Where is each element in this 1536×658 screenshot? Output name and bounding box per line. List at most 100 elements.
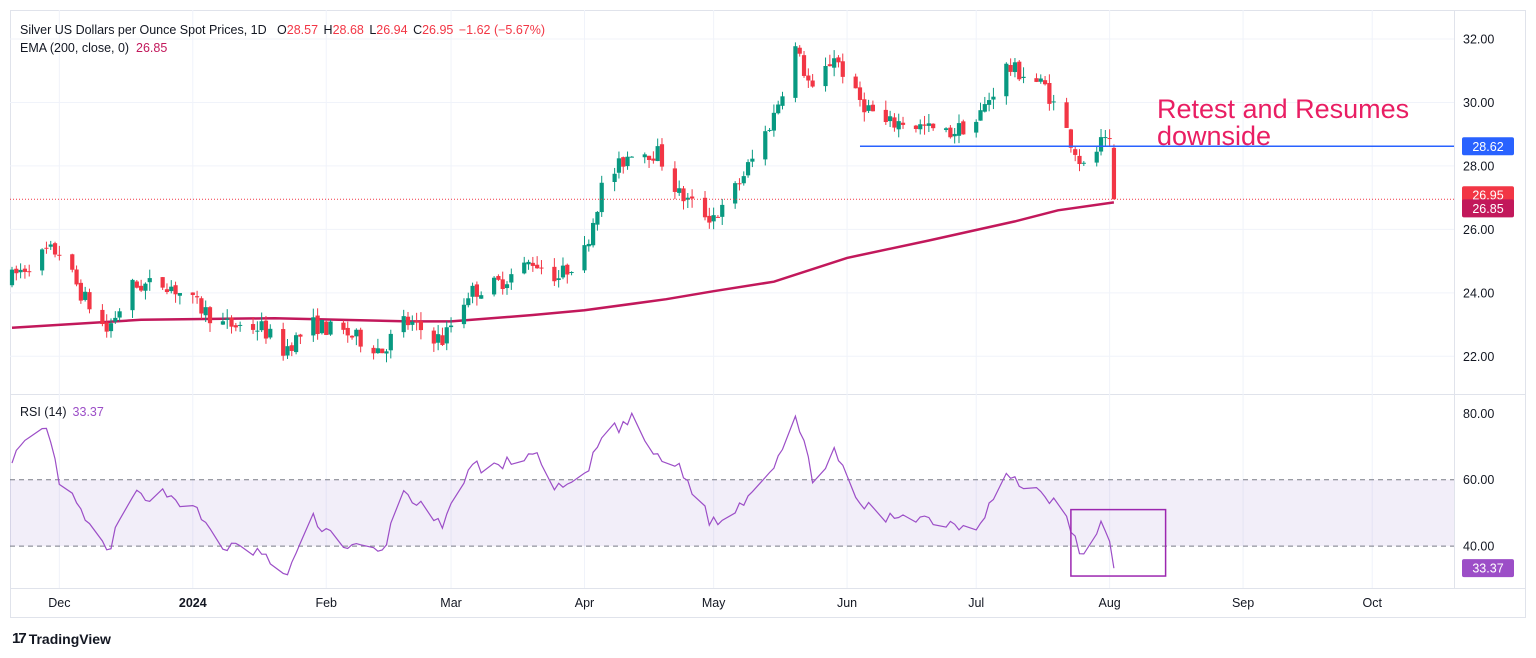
candle-body — [552, 266, 557, 282]
candle-body — [642, 154, 647, 158]
candle-body — [1081, 162, 1086, 164]
candle-body — [388, 333, 393, 351]
candle-body — [108, 323, 114, 332]
candle-body — [18, 269, 23, 273]
candle-body — [672, 168, 677, 192]
rsi-line — [11, 411, 1115, 576]
candle-body — [616, 158, 622, 173]
time-tick-label: Dec — [48, 596, 70, 610]
candle-body — [1008, 65, 1013, 72]
candle-body — [238, 324, 243, 326]
candle-body — [1094, 151, 1099, 163]
rsi-band-layer — [10, 479, 1454, 547]
rsi-band — [10, 479, 1454, 547]
candle-body — [173, 285, 178, 295]
candle-body — [44, 247, 49, 249]
grid-layer — [10, 10, 1454, 588]
candle-body — [1098, 137, 1104, 152]
candle-body — [177, 293, 182, 296]
candle-body — [293, 335, 299, 353]
rsi-tag: 33.37 — [1472, 562, 1503, 576]
tradingview-brand[interactable]: 17 TradingView — [12, 630, 111, 647]
candle-body — [160, 277, 165, 288]
candle-body — [776, 104, 781, 114]
candle-body — [436, 334, 441, 343]
candle-body — [268, 328, 273, 338]
candle-body — [207, 307, 213, 324]
candle-body — [832, 58, 837, 68]
legend-low: 26.94 — [376, 23, 408, 37]
candle-body — [586, 243, 591, 247]
ema-legend: EMA (200, close, 0) 26.85 — [20, 41, 167, 55]
time-tick-label: Apr — [575, 596, 594, 610]
candle-body — [767, 129, 772, 131]
candle-body — [461, 304, 467, 325]
candle-body — [298, 334, 303, 337]
time-tick-label: Sep — [1232, 596, 1254, 610]
candle-layer — [9, 42, 1117, 363]
rsi-value: 33.37 — [72, 405, 104, 419]
candle-body — [853, 76, 858, 89]
ema-tag-bg — [1462, 199, 1514, 218]
candle-body — [702, 197, 708, 218]
legend-high: 28.68 — [332, 23, 364, 37]
candle-body — [1012, 62, 1018, 73]
brand-name: TradingView — [28, 630, 111, 647]
candle-body — [250, 324, 256, 330]
rsi-tag-bg — [1462, 559, 1514, 578]
candle-body — [560, 265, 566, 278]
candle-body — [655, 146, 660, 162]
candle-body — [892, 117, 897, 128]
candle-body — [27, 271, 32, 273]
chart-annotation: Retest and Resumes downside — [1157, 94, 1410, 151]
candle-body — [918, 124, 923, 130]
overlay-layer — [10, 145, 1454, 200]
candle-body — [569, 272, 574, 274]
time-tick-label: Feb — [315, 596, 337, 610]
candle-body — [900, 122, 906, 125]
candle-body — [1064, 102, 1069, 128]
candle-body — [1047, 82, 1052, 104]
candle-body — [371, 347, 376, 354]
candle-body — [943, 128, 949, 130]
candle-body — [1077, 155, 1082, 165]
candle-body — [169, 286, 174, 292]
legend-title: Silver US Dollars per Ounce Spot Prices,… — [20, 23, 267, 37]
candle-body — [78, 282, 83, 301]
candle-body — [384, 351, 389, 354]
candle-body — [500, 279, 505, 289]
candle-body — [57, 254, 62, 256]
axis-layer: 32.00 30.00 28.00 26.00 24.00 22.00 Dec 2024 Feb… — [48, 33, 1514, 610]
candle-body — [522, 262, 527, 274]
candle-body — [1073, 149, 1078, 155]
candle-body — [535, 264, 540, 269]
candle-body — [961, 121, 966, 135]
candle-body — [711, 215, 716, 222]
time-tick-label: May — [702, 596, 726, 610]
candle-body — [750, 158, 755, 162]
candle-body — [810, 80, 815, 87]
price-tick-label: 22.00 — [1463, 350, 1494, 364]
candle-body — [496, 276, 501, 280]
candle-body — [40, 249, 45, 271]
candle-body — [83, 291, 88, 300]
time-tick-label: Aug — [1099, 596, 1121, 610]
candle-body — [14, 268, 19, 274]
legend-close: 26.95 — [422, 23, 454, 37]
candle-body — [285, 346, 290, 356]
resistance-tag-bg — [1462, 137, 1514, 156]
candle-body — [720, 204, 725, 217]
candle-body — [556, 278, 561, 280]
candle-body — [797, 47, 802, 54]
rsi-layer — [11, 411, 1167, 577]
candle-body — [466, 298, 471, 306]
candle-body — [448, 325, 454, 328]
candle-body — [225, 318, 230, 320]
candle-body — [1038, 78, 1043, 82]
candle-body — [470, 285, 475, 297]
candle-body — [199, 298, 204, 314]
legend-low-label: L — [369, 23, 377, 37]
candle-body — [474, 284, 479, 297]
candle-body — [690, 196, 695, 199]
